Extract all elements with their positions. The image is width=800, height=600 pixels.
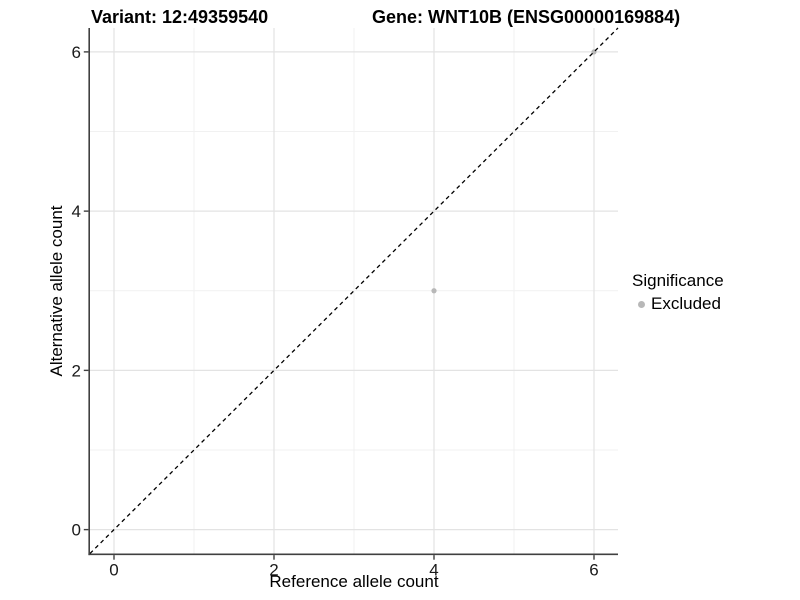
plot-title-variant: Variant: 12:49359540 <box>91 7 269 27</box>
x-tick-label: 6 <box>589 561 598 580</box>
x-tick-label: 0 <box>109 561 118 580</box>
data-point <box>431 288 437 294</box>
legend-point-icon <box>638 300 645 308</box>
legend: Significance Excluded <box>630 271 724 314</box>
legend-entry-label: Excluded <box>651 294 721 313</box>
y-tick-label: 0 <box>72 521 81 540</box>
x-tick-label: 4 <box>429 561 438 580</box>
legend-entry-excluded: Excluded <box>630 294 724 314</box>
y-axis-label: Alternative allele count <box>47 205 66 377</box>
x-tick-label: 2 <box>269 561 278 580</box>
plot-title-gene: Gene: WNT10B (ENSG00000169884) <box>372 7 681 27</box>
y-tick-label: 6 <box>72 43 81 62</box>
x-axis-label: Reference allele count <box>269 572 439 591</box>
y-tick-label: 2 <box>72 361 81 380</box>
legend-title: Significance <box>632 271 724 290</box>
y-tick-label: 4 <box>72 202 81 221</box>
